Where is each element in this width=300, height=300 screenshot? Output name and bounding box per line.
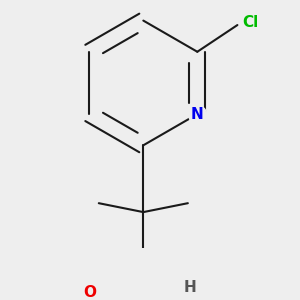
Text: H: H <box>184 280 196 295</box>
Text: Cl: Cl <box>243 15 259 30</box>
Text: N: N <box>191 106 204 122</box>
Text: O: O <box>83 285 96 300</box>
